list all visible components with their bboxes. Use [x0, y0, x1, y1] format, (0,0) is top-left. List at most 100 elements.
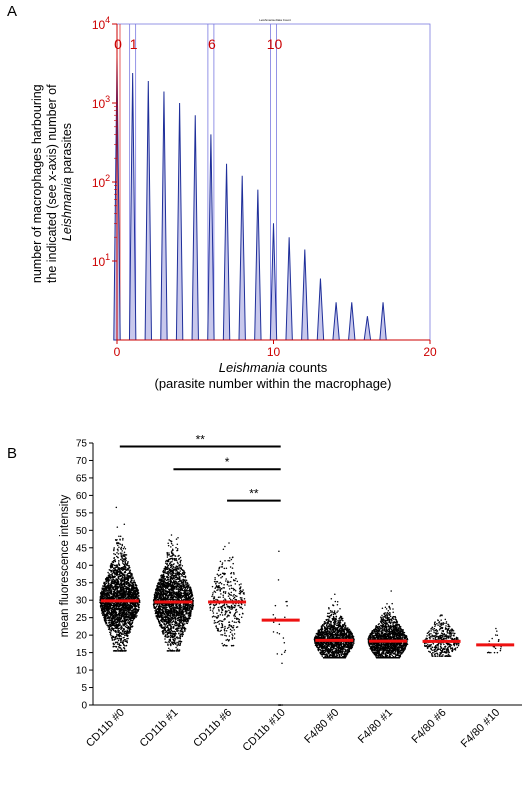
data-point: [105, 582, 108, 585]
data-point: [118, 624, 121, 627]
y-tick-base: 10: [92, 176, 106, 190]
data-point: [181, 634, 183, 636]
data-point: [182, 605, 185, 608]
data-point: [114, 645, 116, 648]
data-point: [167, 572, 170, 574]
data-point: [120, 624, 122, 627]
data-point: [173, 568, 175, 571]
data-point: [122, 624, 124, 627]
x-axis-title-italic: Leishmania: [219, 360, 286, 375]
data-point: [171, 574, 173, 576]
data-point: [180, 612, 183, 615]
data-point: [173, 611, 176, 613]
data-point: [188, 604, 191, 606]
data-point: [171, 552, 173, 555]
data-point: [164, 620, 167, 623]
data-point: [117, 544, 119, 547]
data-point: [172, 582, 174, 584]
data-point: [111, 624, 113, 627]
data-point: [157, 607, 160, 609]
data-point: [157, 618, 159, 620]
data-point: [177, 643, 179, 646]
data-point: [168, 567, 170, 570]
data-point: [123, 590, 126, 592]
data-point: [178, 596, 181, 598]
data-point: [163, 604, 166, 607]
data-point: [181, 623, 184, 625]
y-axis-title-italic: Leishmania: [60, 177, 74, 241]
data-point: [182, 627, 185, 629]
data-point: [157, 583, 159, 585]
data-point: [181, 627, 183, 630]
data-point: [125, 585, 127, 588]
data-point: [166, 563, 168, 566]
data-point: [178, 564, 180, 567]
data-point: [125, 649, 127, 652]
data-point: [116, 608, 118, 610]
histogram-title: Leishmania-Data Count: [259, 18, 291, 22]
data-point: [124, 554, 126, 557]
data-point: [119, 543, 122, 545]
data-point: [165, 572, 168, 574]
data-point: [111, 627, 113, 629]
data-point: [169, 572, 171, 574]
data-point: [165, 607, 167, 610]
data-point: [131, 598, 133, 600]
data-point: [129, 592, 131, 594]
data-point: [129, 624, 132, 627]
data-point: [102, 612, 104, 614]
data-point: [168, 617, 171, 620]
data-point: [129, 590, 132, 593]
data-point: [110, 606, 112, 609]
data-point: [178, 571, 180, 574]
data-point: [112, 629, 115, 632]
data-point: [112, 614, 115, 617]
data-point: [111, 581, 113, 583]
data-point: [178, 636, 180, 639]
data-point: [176, 641, 178, 644]
data-point: [188, 584, 190, 586]
data-point: [119, 570, 121, 573]
data-point: [164, 628, 166, 630]
data-point: [118, 594, 120, 597]
data-point: [162, 574, 165, 576]
data-point: [170, 534, 173, 536]
data-point: [177, 573, 179, 576]
histogram-peak: [254, 189, 262, 341]
data-point: [118, 542, 120, 545]
data-point: [129, 583, 131, 586]
data-point: [124, 572, 126, 574]
data-point: [119, 535, 122, 538]
data-point: [101, 614, 104, 616]
data-point: [172, 604, 175, 607]
data-point: [132, 593, 135, 595]
histogram-peak: [144, 80, 153, 341]
data-point: [116, 583, 119, 586]
data-point: [179, 563, 182, 565]
data-point: [120, 588, 122, 590]
data-point: [118, 643, 121, 645]
data-point: [124, 639, 127, 641]
data-point: [171, 586, 173, 588]
data-point: [100, 605, 102, 608]
data-point: [159, 590, 161, 592]
data-point: [133, 604, 136, 607]
data-point: [101, 588, 104, 591]
scatter-y-tick-label: 60: [76, 491, 88, 502]
data-point: [111, 579, 113, 582]
histogram-peak: [363, 316, 372, 341]
y-tick-label: 101: [92, 252, 110, 269]
data-point: [111, 565, 114, 568]
data-point: [131, 606, 133, 608]
data-point: [169, 625, 172, 627]
data-point: [119, 605, 122, 607]
data-point: [117, 549, 119, 552]
data-point: [162, 614, 164, 616]
data-point: [178, 606, 180, 609]
data-point: [136, 614, 138, 617]
data-point: [124, 625, 127, 628]
data-point: [174, 566, 177, 569]
data-point: [106, 586, 108, 589]
data-point: [166, 613, 169, 615]
data-point: [113, 549, 115, 552]
